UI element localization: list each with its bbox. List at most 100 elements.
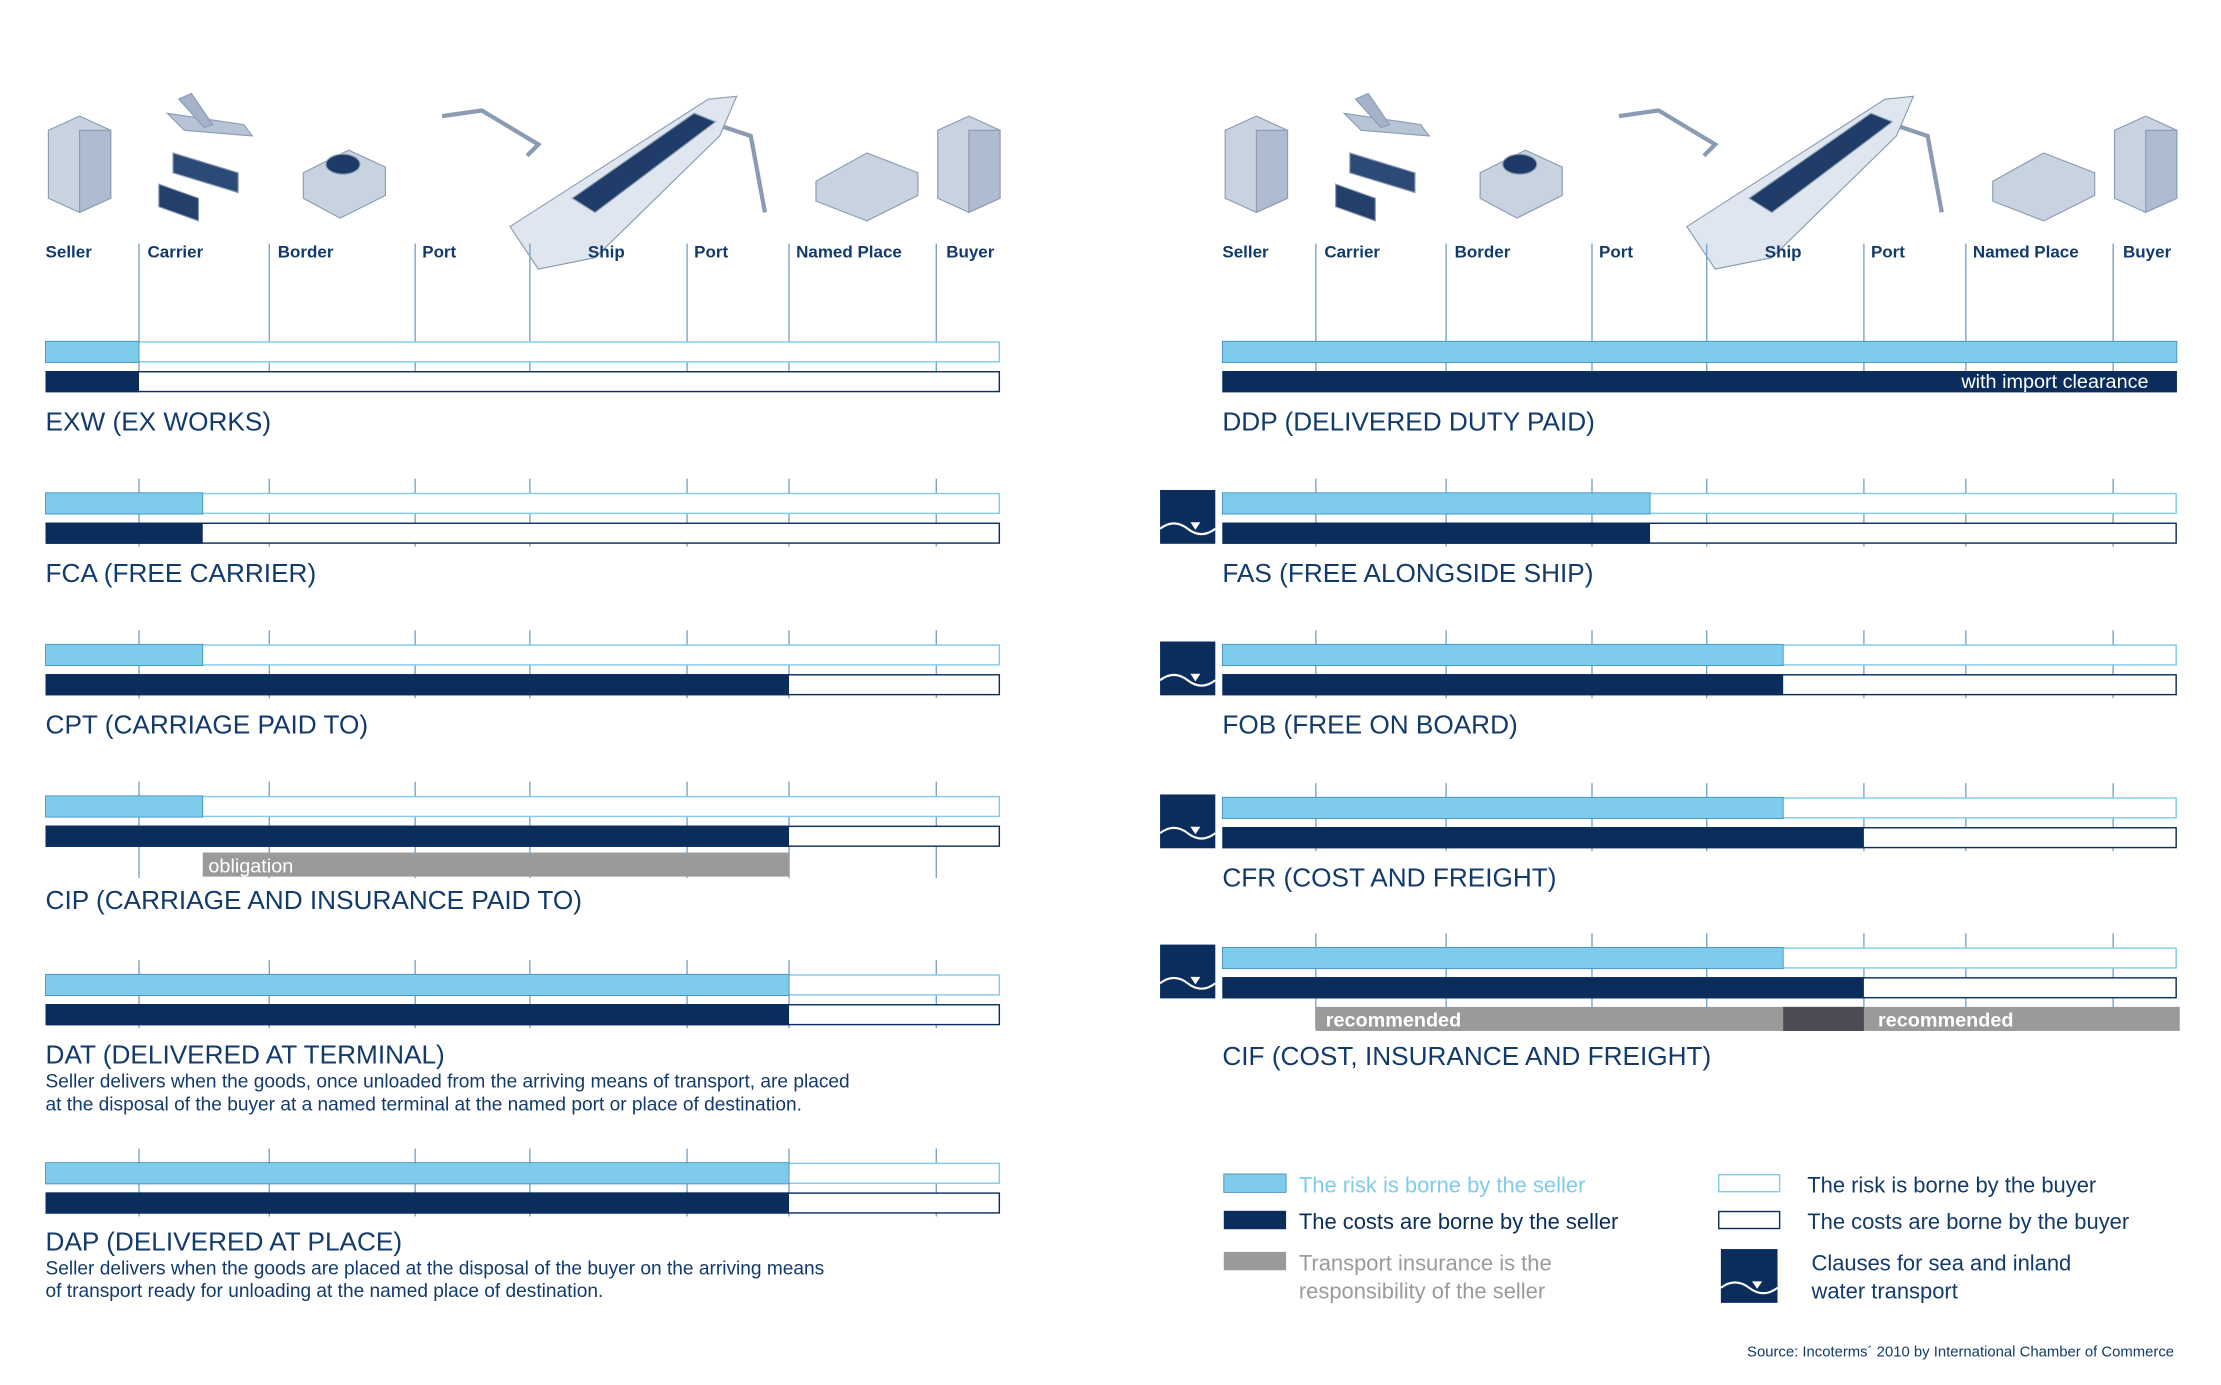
building-icon (78, 129, 112, 214)
term-title: CIF (COST, INSURANCE AND FREIGHT) (1222, 1041, 1711, 1071)
stage-label: Port (422, 243, 456, 262)
crane-icon (441, 108, 542, 158)
cost-seller-bar (45, 522, 203, 544)
legend-text: The risk is borne by the seller (1299, 1172, 1586, 1197)
stage-label: Carrier (1324, 243, 1380, 262)
cost-seller-bar (45, 674, 790, 696)
term-title: DAP (DELIVERED AT PLACE) (46, 1226, 403, 1256)
insurance-label: obligation (208, 855, 293, 877)
stage-label: Named Place (1973, 243, 2079, 262)
risk-seller-bar (45, 795, 204, 818)
legend-swatch (1223, 1251, 1287, 1271)
legend-swatch (1223, 1210, 1287, 1230)
risk-seller-bar (1221, 340, 2178, 363)
source-note: Source: Incoterms´ 2010 by International… (1747, 1345, 2174, 1361)
legend-text: Transport insurance is the (1299, 1250, 1552, 1275)
risk-seller-bar (45, 340, 140, 363)
sea-arrow (1752, 1281, 1763, 1289)
term-title: CPT (CARRIAGE PAID TO) (46, 710, 369, 740)
header-illustrations (47, 92, 1001, 270)
term-title: FCA (FREE CARRIER) (46, 558, 317, 588)
sea-arrow (1190, 976, 1201, 985)
border-sign (325, 153, 361, 175)
stage-label: Carrier (148, 243, 204, 262)
cost-seller-bar (45, 1004, 790, 1026)
stage-label: Ship (588, 243, 625, 262)
sea-arrow (1190, 826, 1201, 835)
cost-buyer-bar (45, 371, 1001, 393)
legend-swatch (1223, 1173, 1287, 1193)
building-icon (968, 129, 1001, 214)
cost-seller-bar (1222, 977, 1864, 999)
sea-wave (1720, 1281, 1779, 1295)
sea-arrow (1190, 522, 1201, 530)
border-icon (302, 149, 386, 219)
risk-seller-bar (1221, 946, 1784, 970)
stage-label: Port (694, 243, 728, 262)
risk-seller-bar (1221, 796, 1784, 819)
sea-wave (1159, 673, 1216, 687)
cost-label: with import clearance (1960, 371, 2148, 393)
stage-label: Border (278, 243, 334, 262)
term-description: Seller delivers when the goods, once unl… (46, 1072, 850, 1093)
risk-seller-bar (45, 492, 204, 515)
sea-transport-icon (1720, 1249, 1778, 1303)
risk-buyer-bar (45, 341, 1001, 363)
insurance-label: recommended (1878, 1010, 2013, 1032)
insurance-label: recommended (1326, 1010, 1461, 1032)
cost-seller-bar (1222, 371, 2177, 393)
stage-label: Named Place (796, 243, 902, 262)
term-title: FOB (FREE ON BOARD) (1222, 710, 1517, 740)
stage-label: Port (1599, 243, 1633, 262)
legend-text: The costs are borne by the seller (1299, 1209, 1618, 1234)
legend-text: water transport (1810, 1279, 1957, 1304)
insurance-overlap (1783, 1006, 1864, 1031)
legend-text: responsibility of the seller (1299, 1279, 1545, 1304)
risk-seller-bar (1221, 643, 1784, 667)
term-title: FAS (FREE ALONGSIDE SHIP) (1222, 558, 1593, 588)
cost-seller-bar (1222, 522, 1651, 544)
container-icon (172, 152, 239, 194)
legend-swatch (1718, 1173, 1781, 1193)
stage-label: Seller (1222, 243, 1269, 262)
risk-seller-bar (45, 643, 204, 667)
term-title: CIP (CARRIAGE AND INSURANCE PAID TO) (46, 885, 582, 915)
term-title: CFR (COST AND FREIGHT) (1222, 863, 1556, 893)
warehouse-icon (815, 152, 919, 222)
stage-label: Buyer (946, 243, 995, 262)
sea-transport-icon (1160, 794, 1216, 849)
legend-text: Clauses for sea and inland (1811, 1250, 2071, 1275)
risk-seller-bar (1221, 492, 1651, 515)
stage-label: Buyer (2123, 243, 2172, 262)
legend-text: The costs are borne by the buyer (1807, 1209, 2129, 1234)
sea-wave (1159, 522, 1216, 536)
stage-label: Border (1455, 243, 1511, 262)
cost-seller-bar (1222, 827, 1864, 849)
term-title: DAT (DELIVERED AT TERMINAL) (46, 1040, 445, 1070)
sea-wave (1159, 826, 1216, 840)
cost-seller-bar (1222, 674, 1784, 696)
sea-transport-icon (1160, 641, 1216, 696)
stage-label: Ship (1765, 243, 1802, 262)
stage-label: Port (1871, 243, 1905, 262)
cost-seller-bar (45, 1192, 790, 1214)
sea-transport-icon (1160, 489, 1216, 544)
term-description: of transport ready for unloading at the … (46, 1281, 604, 1302)
insurance-bar (1315, 1006, 2180, 1031)
sea-wave (1159, 976, 1216, 990)
sea-arrow (1190, 673, 1201, 682)
plane-icon (177, 92, 214, 129)
cost-seller-bar (45, 825, 790, 847)
sea-transport-icon (1160, 944, 1216, 999)
insurance-bar (202, 852, 790, 877)
term-description: at the disposal of the buyer at a named … (46, 1094, 802, 1115)
term-description: Seller delivers when the goods are place… (46, 1259, 825, 1280)
term-title: DDP (DELIVERED DUTY PAID) (1222, 407, 1595, 437)
truck-icon (158, 183, 200, 222)
risk-seller-bar (45, 1162, 790, 1185)
ship-cargo (571, 112, 717, 214)
legend-text: The risk is borne by the buyer (1807, 1172, 2096, 1197)
risk-seller-bar (45, 973, 790, 996)
